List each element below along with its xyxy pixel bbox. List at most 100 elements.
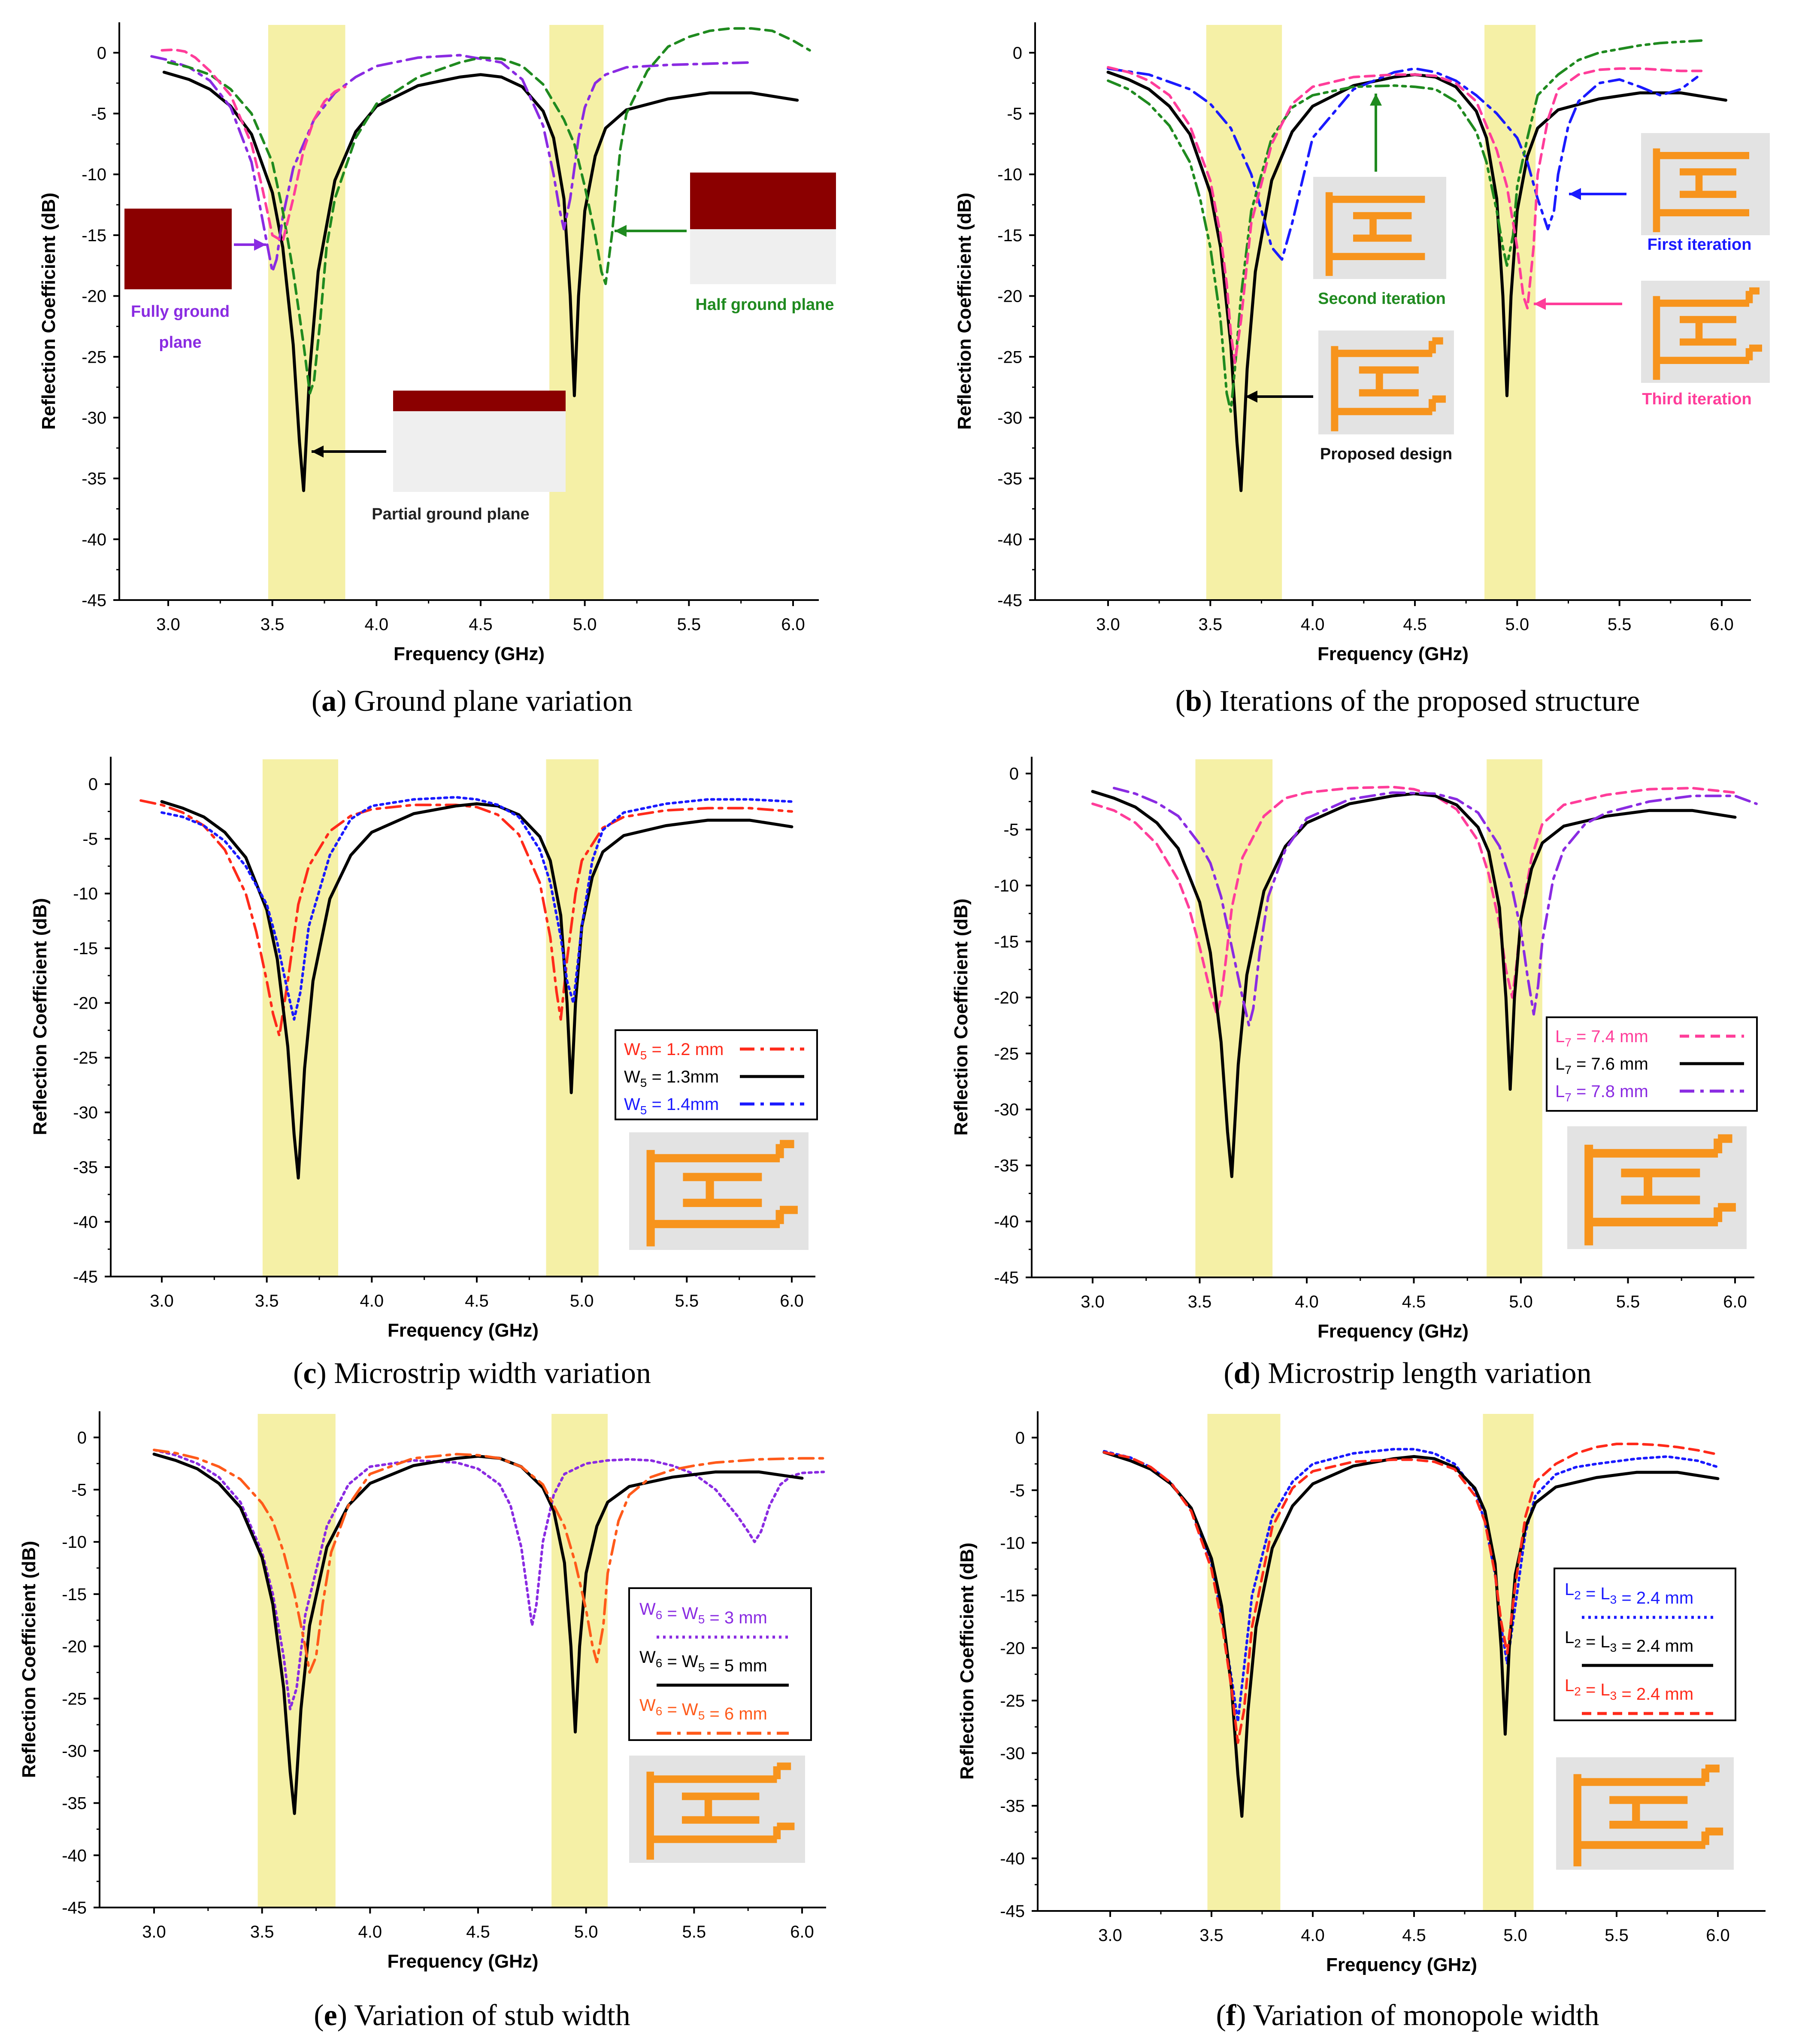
legend-e: [628, 1587, 812, 1741]
fully-ground-label-line: plane: [159, 334, 201, 352]
y-tick-label: -20: [62, 1638, 87, 1656]
y-tick-label: -35: [994, 1156, 1019, 1175]
legend-label: W6 = W5 = 3 mm: [639, 1600, 767, 1627]
y-tick-label: -45: [82, 591, 106, 610]
legend-label-mid: = L: [1581, 1632, 1610, 1651]
y-tick-label: -30: [1000, 1744, 1025, 1763]
legend-label-sub1: 2: [1574, 1685, 1581, 1698]
x-tick-label: 5.5: [1605, 1926, 1629, 1945]
y-axis-label: Reflection Coefficient (dB): [951, 898, 972, 1135]
fully-ground-label-line: Fully ground: [131, 303, 230, 321]
series-line-c-1: [160, 800, 793, 1180]
panel-b: 0 -5 -10 -15 -20 -25 -30 -35 -40 -45 3.0 3.5 4.0 4.5 5…: [954, 22, 1770, 718]
y-tick-label: -35: [73, 1158, 98, 1177]
first-iteration-arrow-head: [1569, 188, 1581, 200]
x-axis-label: Frequency (GHz): [387, 1951, 538, 1972]
y-tick-label: -45: [997, 591, 1022, 610]
y-tick-label: -20: [994, 989, 1019, 1007]
y-axis-label: Reflection Coefficient (dB): [957, 1543, 978, 1780]
y-axis-label: Reflection Coefficient (dB): [954, 193, 975, 430]
y-tick-label: -5: [1003, 821, 1019, 840]
legend-label-prefix: L: [1555, 1082, 1565, 1101]
x-tick-label: 3.5: [250, 1923, 274, 1941]
legend-label-mid: = L: [1581, 1584, 1610, 1603]
y-tick-label: -40: [62, 1846, 87, 1865]
legend-label-prefix: L: [1565, 1676, 1574, 1695]
series-line-b-1: [1107, 67, 1699, 261]
series-line-e-1: [152, 1453, 804, 1815]
series-line-e-0: [153, 1449, 825, 1710]
series-line-d-2: [1112, 787, 1758, 1027]
x-axis-label: Frequency (GHz): [388, 1320, 539, 1341]
caption-text: ) Iterations of the proposed structure: [1202, 685, 1640, 718]
y-tick-label: -30: [73, 1104, 98, 1122]
caption-text: ) Variation of monopole width: [1236, 1999, 1599, 2032]
caption-text: ) Microstrip width variation: [316, 1357, 651, 1390]
partial-ground-label: Partial ground plane: [372, 505, 529, 523]
caption-letter: a: [321, 685, 336, 718]
y-tick-label: -10: [994, 876, 1019, 895]
caption-b: (b) Iterations of the proposed structure: [1175, 685, 1640, 718]
legend-label-part: = 3 mm: [705, 1608, 767, 1627]
legend-label-prefix: L: [1555, 1027, 1565, 1046]
legend-label-part: = 5 mm: [705, 1656, 767, 1675]
y-tick-label: 0: [77, 1428, 87, 1447]
series-line-c-0: [139, 799, 793, 1037]
legend-label-part: 5: [698, 1613, 705, 1626]
legend-label: W5 = 1.4mm: [624, 1095, 719, 1117]
y-tick-label: -25: [1000, 1692, 1025, 1710]
x-axis-label: Frequency (GHz): [394, 643, 545, 664]
y-tick-label: -45: [73, 1268, 98, 1286]
legend-f: [1554, 1568, 1736, 1721]
caption-a: (a) Ground plane variation: [312, 685, 633, 718]
legend-label-suffix: = 1.4mm: [647, 1095, 719, 1114]
x-tick-label: 4.0: [1301, 1926, 1325, 1945]
caption-c: (c) Microstrip width variation: [293, 1357, 651, 1390]
legend-label: L7 = 7.8 mm: [1555, 1082, 1648, 1104]
x-tick-label: 6.0: [1723, 1292, 1747, 1311]
second-iteration-arrow-head: [1370, 94, 1382, 106]
x-tick-label: 6.0: [781, 615, 805, 634]
y-tick-label: -5: [1009, 1481, 1025, 1500]
y-tick-label: -40: [997, 530, 1022, 549]
x-tick-label: 5.0: [574, 1923, 598, 1941]
y-tick-label: -40: [994, 1213, 1019, 1231]
caption-letter: e: [324, 1999, 337, 2032]
x-tick-label: 5.0: [573, 615, 597, 634]
x-tick-label: 4.5: [1403, 615, 1427, 634]
x-tick-label: 3.0: [1096, 615, 1120, 634]
y-tick-label: -15: [994, 932, 1019, 951]
legend-label-prefix: W: [624, 1040, 640, 1059]
y-tick-label: -25: [62, 1689, 87, 1708]
caption-letter: b: [1185, 685, 1202, 718]
legend-label-sub2: 3: [1610, 1641, 1617, 1654]
half-ground-label: Half ground plane: [696, 296, 834, 314]
caption-letter: c: [303, 1357, 316, 1390]
y-axis-label: Reflection Coefficient (dB): [38, 193, 59, 430]
x-axis-label: Frequency (GHz): [1326, 1954, 1477, 1975]
x-tick-label: 4.0: [1295, 1292, 1319, 1311]
caption-open: (: [293, 1357, 303, 1390]
proposed-design-label: Proposed design: [1320, 445, 1452, 463]
legend-label-suffix: = 1.3mm: [647, 1067, 719, 1086]
x-tick-label: 5.0: [1505, 615, 1529, 634]
caption-text: ) Microstrip length variation: [1251, 1357, 1592, 1390]
caption-open: (: [1175, 685, 1185, 718]
series-line-d-0: [1091, 785, 1736, 1016]
legend-label: L2 = L3 = 2.4 mm: [1565, 1676, 1693, 1704]
legend-label-sub: 5: [640, 1049, 647, 1062]
legend-label: W6 = W5 = 6 mm: [639, 1696, 767, 1723]
x-tick-label: 3.0: [150, 1292, 174, 1310]
legend-label-suffix: = 7.6 mm: [1572, 1055, 1648, 1074]
legend-label-suffix: = 2.4 mm: [1617, 1589, 1693, 1607]
legend-label-sub: 7: [1565, 1036, 1572, 1049]
x-tick-label: 4.0: [1301, 615, 1325, 634]
legend-label-part: 5: [698, 1709, 705, 1722]
series-line-f-1: [1102, 1451, 1720, 1818]
y-tick-label: -25: [997, 348, 1022, 367]
legend-label-sub: 5: [640, 1076, 647, 1089]
x-tick-label: 3.5: [260, 615, 285, 634]
y-tick-label: 0: [97, 44, 106, 63]
y-tick-label: -10: [997, 165, 1022, 184]
legend-label-part: = W: [662, 1700, 698, 1719]
